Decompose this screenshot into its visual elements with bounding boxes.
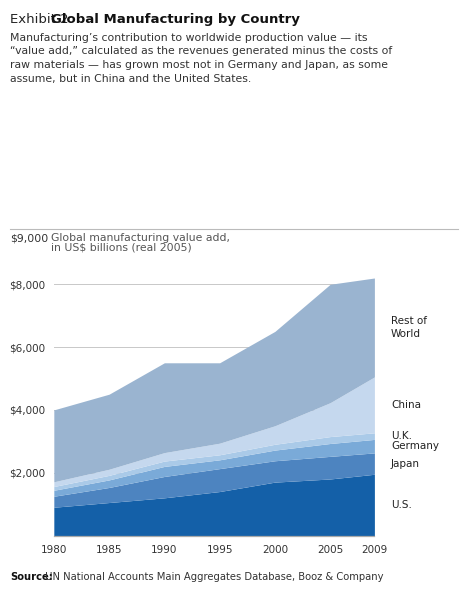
Text: Exhibit 2:: Exhibit 2: [10, 13, 78, 26]
Text: China: China [391, 400, 421, 410]
Text: UN National Accounts Main Aggregates Database, Booz & Company: UN National Accounts Main Aggregates Dat… [42, 572, 384, 582]
Text: U.K.: U.K. [391, 431, 412, 441]
Text: Global manufacturing value add,: Global manufacturing value add, [51, 233, 230, 243]
Text: U.S.: U.S. [391, 500, 412, 510]
Text: Global Manufacturing by Country: Global Manufacturing by Country [51, 13, 300, 26]
Text: Manufacturing’s contribution to worldwide production value — its
“value add,” ca: Manufacturing’s contribution to worldwid… [10, 33, 393, 83]
Text: Rest of
World: Rest of World [391, 317, 427, 339]
Text: in US$ billions (real 2005): in US$ billions (real 2005) [51, 242, 192, 252]
Text: Source:: Source: [10, 572, 53, 582]
Text: Germany: Germany [391, 441, 439, 451]
Text: $9,000: $9,000 [10, 233, 49, 243]
Text: Japan: Japan [391, 459, 420, 469]
